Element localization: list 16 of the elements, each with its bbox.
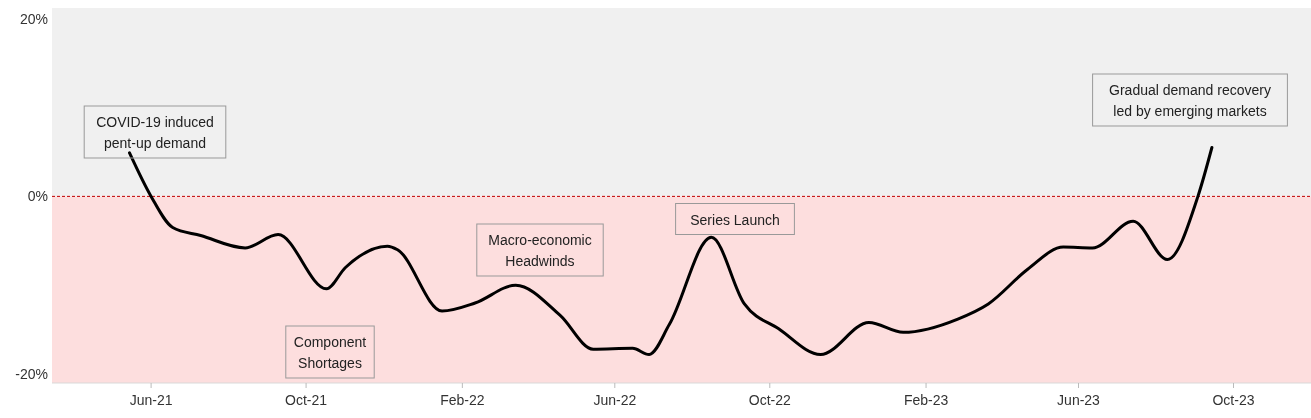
annotation: COVID-19 induced pent-up demand [96, 114, 214, 151]
x-tick-label: Oct-22 [748, 392, 792, 408]
x-tick-label: Oct-21 [285, 392, 328, 408]
x-tick-label: Feb-23 [903, 392, 949, 408]
x-tick-label: Feb-22 [440, 392, 485, 408]
annotation: Gradual demand recovery led by emerging markets [1109, 82, 1271, 119]
y-tick-label: -20% [15, 366, 48, 383]
annotation: Series Launch [690, 211, 780, 228]
annotation: Macro-economic Headwinds [488, 232, 592, 269]
x-tick-label: Jun-23 [1057, 392, 1101, 408]
y-tick-label: 0% [27, 188, 48, 205]
x-tick-label: Jun-22 [593, 392, 637, 408]
annotation: Component Shortages [293, 334, 367, 371]
y-tick-label: 20% [19, 10, 48, 27]
x-tick-label: Oct-23 [1212, 392, 1255, 408]
x-tick-label: Jun-21 [129, 392, 173, 408]
